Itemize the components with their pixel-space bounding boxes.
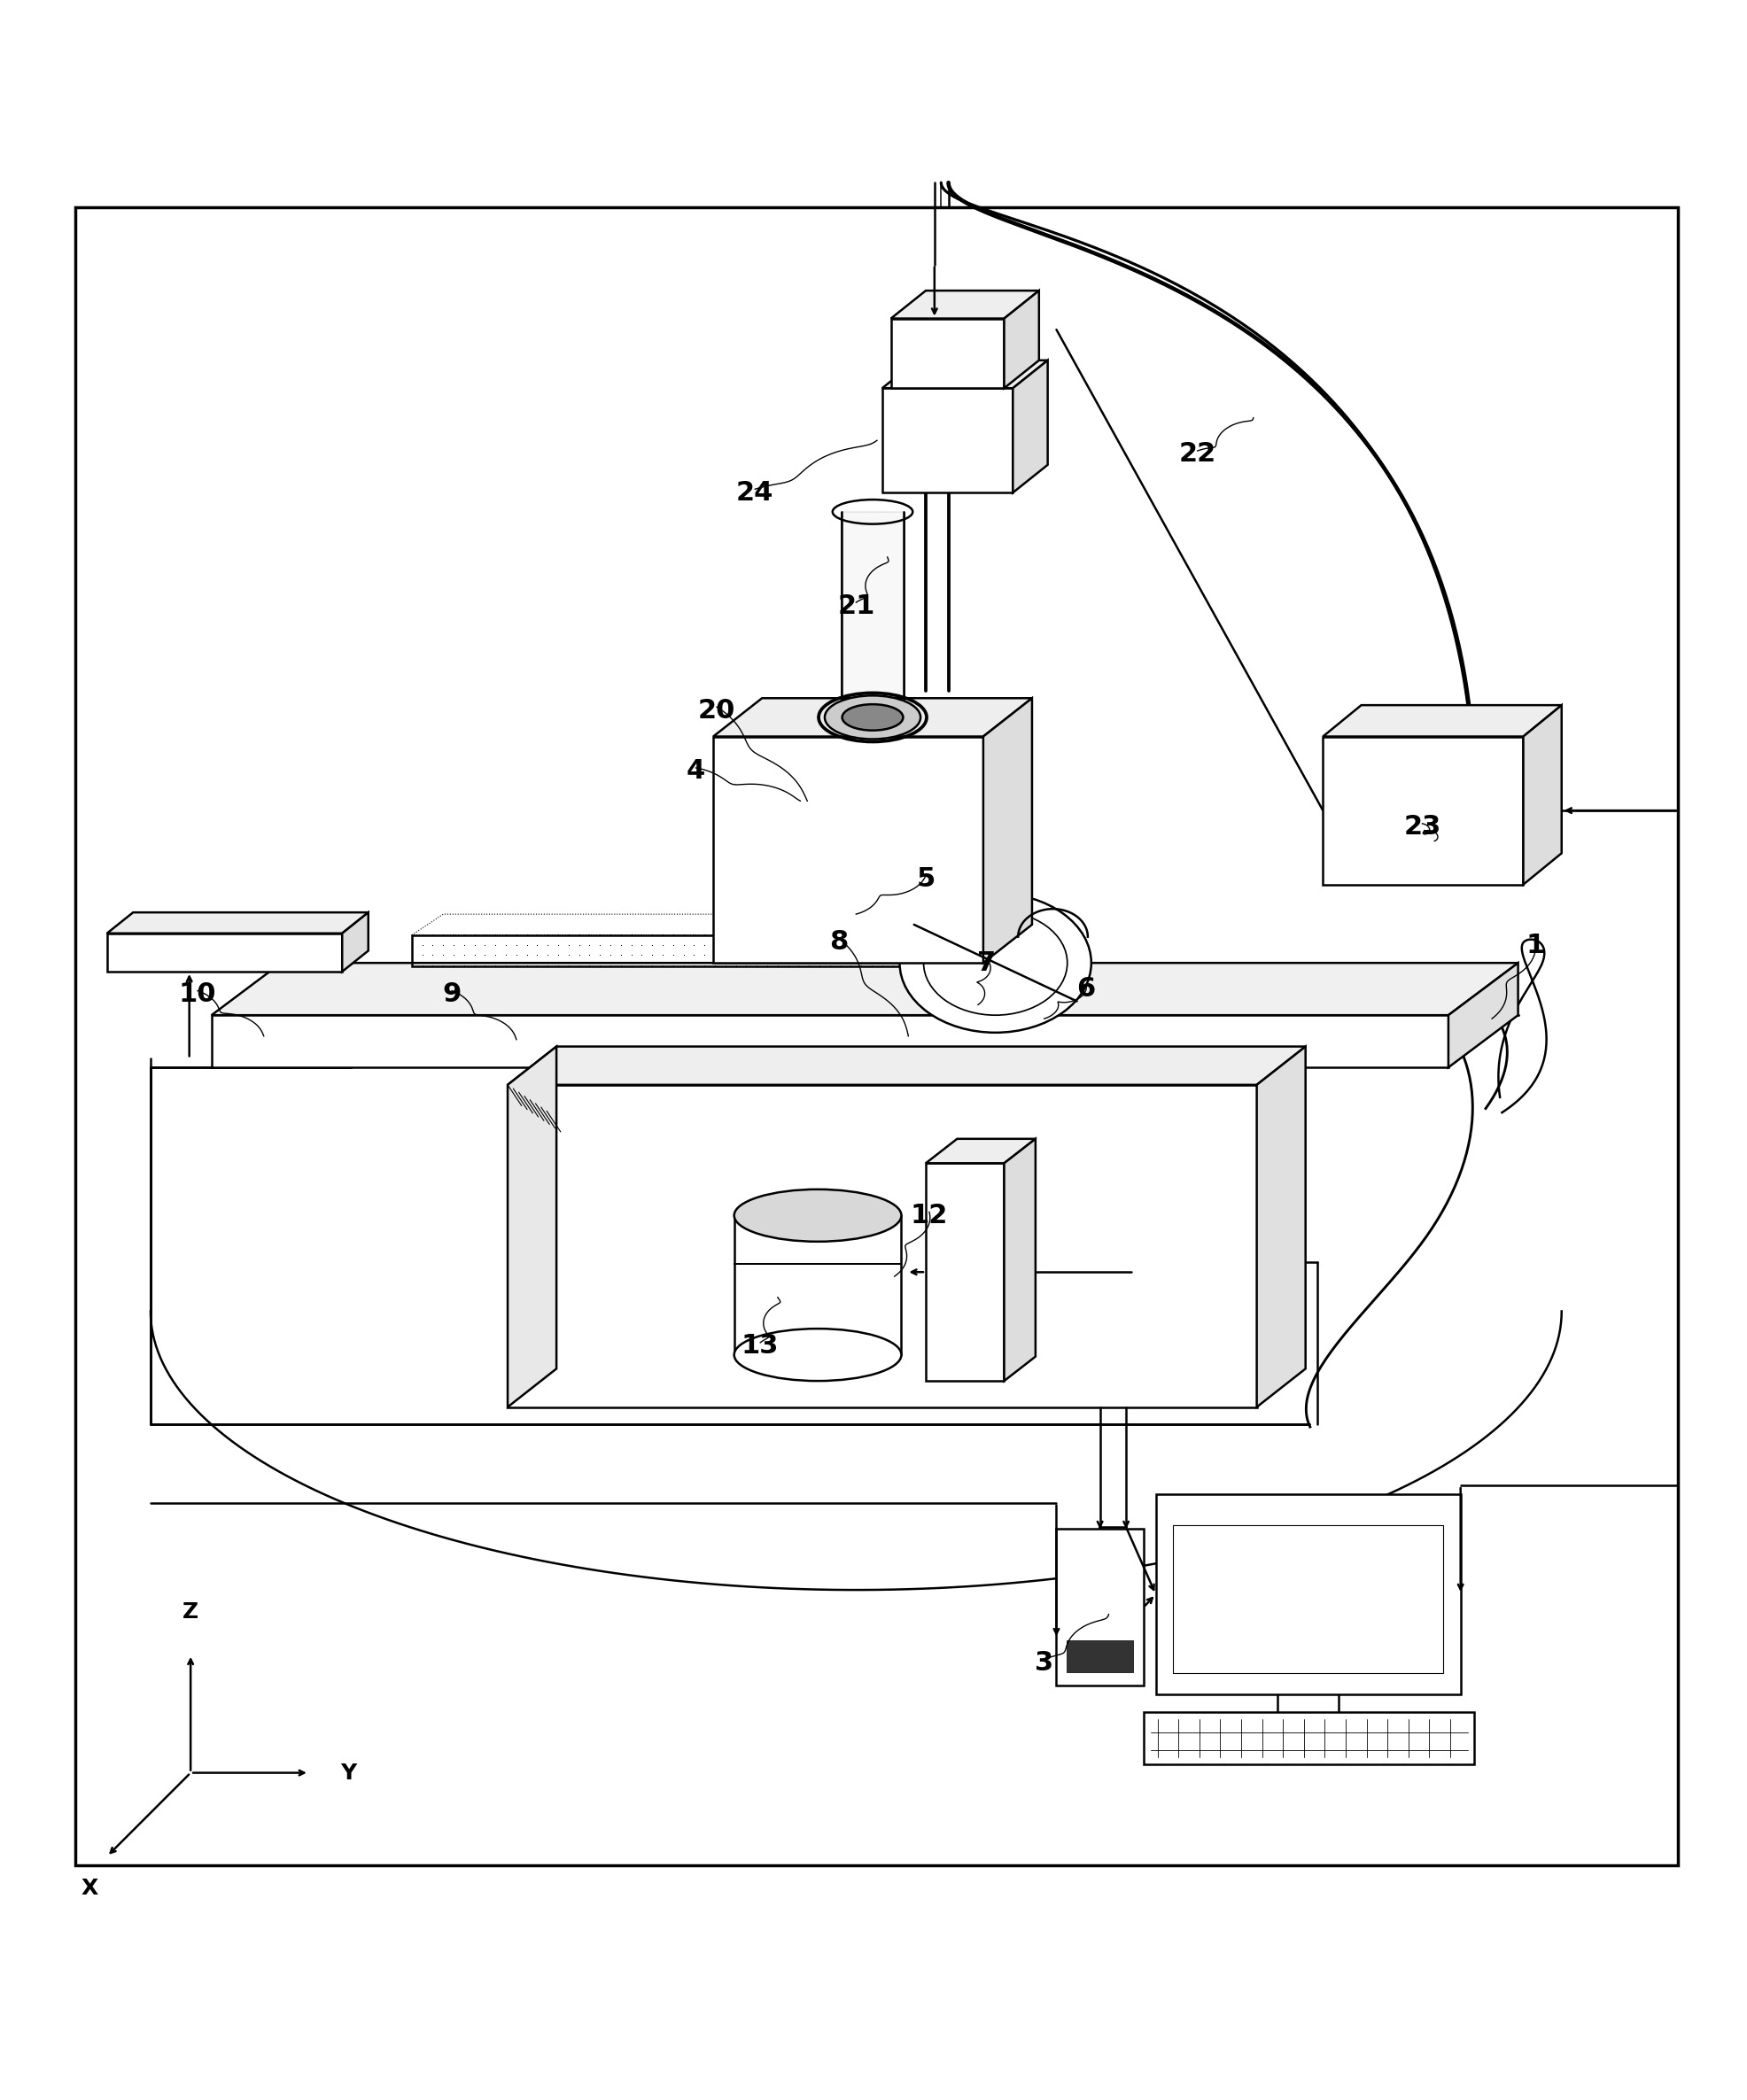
Text: 12: 12	[910, 1203, 949, 1228]
Polygon shape	[882, 361, 1048, 388]
Bar	[412, 934, 1005, 966]
Text: 7: 7	[977, 949, 996, 977]
Bar	[842, 512, 903, 704]
Text: X: X	[80, 1877, 98, 1898]
Bar	[1174, 1525, 1443, 1674]
Text: 4: 4	[687, 758, 706, 783]
Polygon shape	[926, 1138, 1036, 1163]
Text: 24: 24	[735, 479, 774, 506]
Ellipse shape	[842, 704, 903, 731]
Text: Z: Z	[183, 1602, 199, 1623]
Bar	[926, 1163, 1005, 1382]
Polygon shape	[1523, 706, 1562, 884]
Polygon shape	[1448, 964, 1518, 1067]
Polygon shape	[1013, 361, 1048, 493]
Polygon shape	[107, 911, 369, 932]
Text: 20: 20	[699, 697, 735, 722]
Polygon shape	[891, 290, 1039, 319]
Bar	[1144, 1711, 1474, 1764]
Text: 22: 22	[1179, 441, 1216, 466]
Bar	[1057, 1529, 1144, 1686]
Bar	[1157, 1493, 1460, 1695]
Text: Y: Y	[341, 1762, 356, 1783]
Polygon shape	[508, 1046, 557, 1407]
Text: 3: 3	[1034, 1651, 1053, 1676]
Ellipse shape	[734, 1189, 901, 1241]
Polygon shape	[713, 697, 1032, 737]
Text: 21: 21	[837, 592, 875, 620]
Text: 1: 1	[1527, 932, 1544, 958]
Ellipse shape	[734, 1329, 901, 1382]
Bar	[1067, 1640, 1134, 1672]
Bar	[713, 737, 984, 964]
Bar	[508, 1086, 1256, 1407]
Text: 8: 8	[830, 928, 847, 956]
Polygon shape	[508, 1046, 1305, 1086]
Text: 6: 6	[1076, 977, 1095, 1002]
Polygon shape	[1005, 1138, 1036, 1382]
Polygon shape	[1005, 290, 1039, 388]
Bar	[107, 932, 342, 972]
Ellipse shape	[900, 892, 1092, 1033]
Bar	[891, 319, 1005, 388]
Polygon shape	[984, 697, 1032, 964]
Polygon shape	[1322, 706, 1562, 737]
Bar	[211, 1014, 1448, 1067]
Text: 13: 13	[741, 1334, 779, 1359]
Polygon shape	[342, 911, 369, 972]
Bar	[882, 388, 1013, 493]
Text: 5: 5	[917, 867, 935, 892]
Polygon shape	[211, 964, 1518, 1014]
Polygon shape	[1256, 1046, 1305, 1407]
Bar	[1322, 737, 1523, 884]
Ellipse shape	[825, 695, 921, 739]
Text: 10: 10	[178, 981, 217, 1008]
Text: 9: 9	[442, 981, 461, 1008]
Text: 23: 23	[1403, 815, 1441, 840]
